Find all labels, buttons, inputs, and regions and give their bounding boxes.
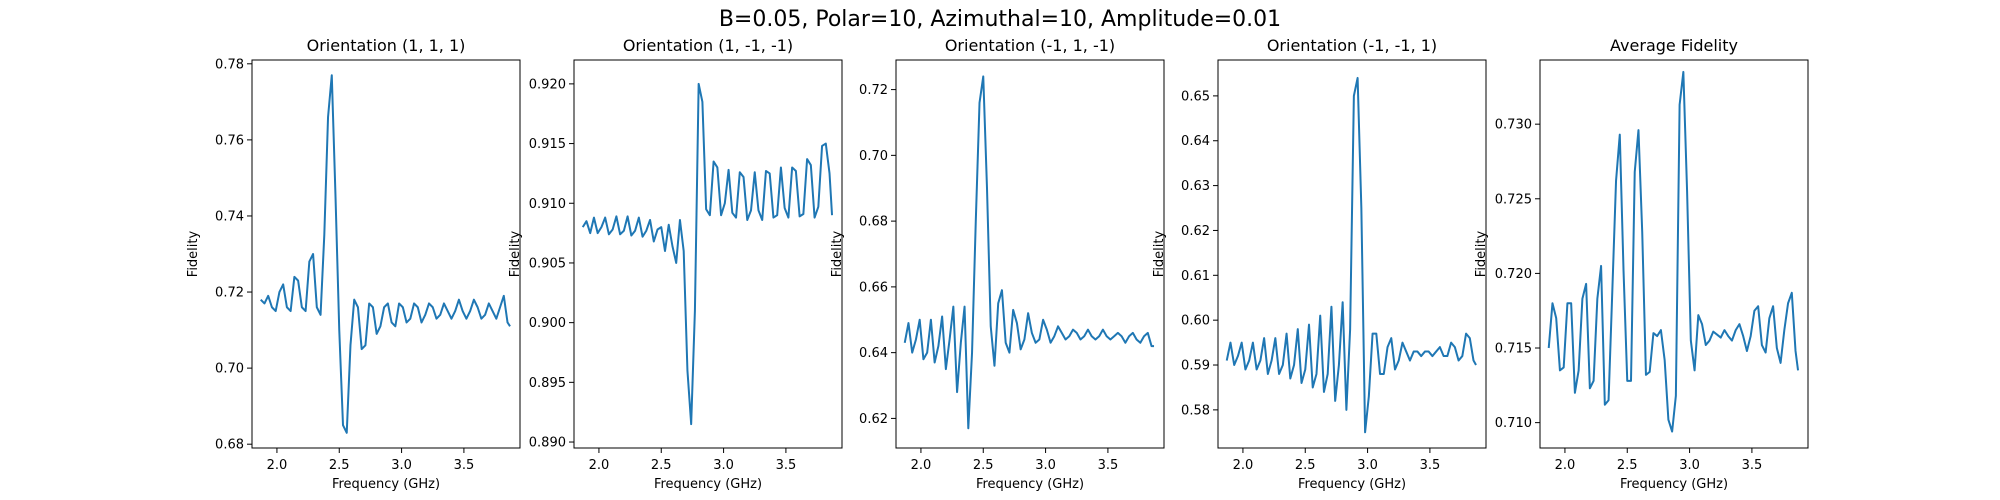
x-tick-label: 2.5: [651, 458, 672, 473]
y-axis-label: Fidelity: [830, 230, 845, 277]
x-axis-label: Frequency (GHz): [976, 477, 1084, 492]
y-tick-label: 0.70: [215, 362, 244, 377]
y-tick-label: 0.63: [1181, 179, 1210, 194]
subplot-3: Orientation (-1, 1, -1) 2.0 2.5 3.0 3.5 0.62 0…: [830, 36, 1165, 492]
x-tick-label: 2.0: [1233, 458, 1254, 473]
y-tick-label: 0.710: [1495, 416, 1532, 431]
y-tick-label: 0.68: [215, 438, 244, 453]
y-tick-label: 0.905: [529, 256, 566, 271]
y-tick-label: 0.65: [1181, 89, 1210, 104]
x-tick-label: 2.0: [1555, 458, 1576, 473]
subplot-4: Orientation (-1, -1, 1) 2.0 2.5 3.0 3.5 0.58 0…: [1152, 36, 1487, 492]
y-tick-label: 0.74: [215, 209, 244, 224]
x-axis-label: Frequency (GHz): [1298, 477, 1406, 492]
x-tick-label: 2.0: [911, 458, 932, 473]
x-tick-label: 2.5: [329, 458, 350, 473]
subplot-title: Orientation (-1, -1, 1): [1267, 36, 1437, 55]
subplot-5: Average Fidelity 2.0 2.5 3.0 3.5 0.710 0.715 0.…: [1474, 36, 1809, 492]
axes-frame: [1539, 59, 1809, 449]
x-axis-label: Frequency (GHz): [332, 477, 440, 492]
subplot-title: Orientation (1, 1, 1): [307, 36, 466, 55]
x-tick-label: 3.5: [1098, 458, 1119, 473]
y-tick-label: 0.62: [859, 412, 888, 427]
y-tick-label: 0.64: [1181, 134, 1210, 149]
subplot-title: Orientation (1, -1, -1): [623, 36, 793, 55]
y-tick-label: 0.895: [529, 376, 566, 391]
data-line: [1225, 76, 1477, 434]
y-tick-label: 0.715: [1495, 342, 1532, 357]
y-tick-label: 0.70: [859, 149, 888, 164]
y-tick-label: 0.61: [1181, 269, 1210, 284]
x-tick-label: 2.5: [1295, 458, 1316, 473]
data-line: [260, 74, 511, 434]
x-tick-label: 3.5: [454, 458, 475, 473]
x-tick-label: 3.5: [1742, 458, 1763, 473]
data-line: [1547, 70, 1800, 433]
y-tick-label: 0.62: [1181, 224, 1210, 239]
y-tick-label: 0.78: [215, 57, 244, 72]
subplot-title: Orientation (-1, 1, -1): [945, 36, 1115, 55]
y-tick-label: 0.64: [859, 346, 888, 361]
axes-frame: [573, 59, 843, 449]
y-axis-label: Fidelity: [1474, 230, 1489, 277]
x-tick-label: 3.0: [1035, 458, 1056, 473]
x-axis-label: Frequency (GHz): [654, 477, 762, 492]
y-axis-label: Fidelity: [186, 230, 201, 277]
y-tick-label: 0.60: [1181, 314, 1210, 329]
subplot-2: Orientation (1, -1, -1) 2.0 2.5 3.0 3.5 0.890…: [508, 36, 843, 492]
x-tick-label: 2.5: [973, 458, 994, 473]
y-tick-label: 0.725: [1495, 192, 1532, 207]
y-tick-label: 0.72: [215, 286, 244, 301]
subplot-1: Orientation (1, 1, 1) 2.0 2.5 3.0 3.5 0.68 0.7…: [186, 36, 521, 492]
y-tick-label: 0.915: [529, 137, 566, 152]
y-axis-label: Fidelity: [508, 230, 523, 277]
x-tick-label: 3.5: [776, 458, 797, 473]
x-tick-label: 2.0: [589, 458, 610, 473]
y-tick-label: 0.910: [529, 197, 566, 212]
y-tick-label: 0.66: [859, 280, 888, 295]
y-axis-label: Fidelity: [1152, 230, 1167, 277]
y-tick-label: 0.76: [215, 133, 244, 148]
x-axis-label: Frequency (GHz): [1620, 477, 1728, 492]
x-tick-label: 3.5: [1420, 458, 1441, 473]
x-tick-label: 3.0: [1357, 458, 1378, 473]
y-tick-label: 0.920: [529, 77, 566, 92]
data-line: [581, 82, 834, 426]
x-tick-label: 3.0: [1679, 458, 1700, 473]
figure-suptitle: B=0.05, Polar=10, Azimuthal=10, Amplitud…: [718, 7, 1282, 32]
y-tick-label: 0.59: [1181, 359, 1210, 374]
x-tick-label: 2.0: [267, 458, 288, 473]
x-tick-label: 3.0: [391, 458, 412, 473]
axes-frame: [251, 59, 521, 449]
data-line: [903, 75, 1155, 430]
axes-frame: [1217, 59, 1487, 449]
y-tick-label: 0.890: [529, 436, 566, 451]
y-tick-label: 0.58: [1181, 403, 1210, 418]
y-tick-label: 0.72: [859, 83, 888, 98]
y-tick-label: 0.720: [1495, 267, 1532, 282]
y-tick-label: 0.900: [529, 316, 566, 331]
y-tick-label: 0.730: [1495, 118, 1532, 133]
axes-frame: [895, 59, 1165, 449]
subplot-title: Average Fidelity: [1610, 36, 1738, 55]
y-tick-label: 0.68: [859, 215, 888, 230]
x-tick-label: 2.5: [1617, 458, 1638, 473]
x-tick-label: 3.0: [713, 458, 734, 473]
